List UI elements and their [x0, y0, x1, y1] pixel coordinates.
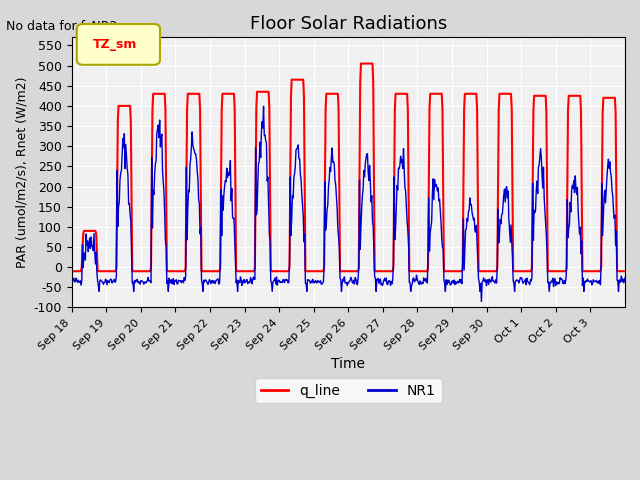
- q_line: [132, 268, 140, 274]
- X-axis label: Time: Time: [332, 357, 365, 371]
- NR1: [234, 278, 242, 284]
- q_line: [357, 60, 365, 66]
- NR1: [68, 277, 76, 283]
- q_line: [283, 268, 291, 274]
- NR1: [262, 140, 270, 145]
- Text: No data for f_NR2: No data for f_NR2: [6, 19, 118, 32]
- NR1: [284, 277, 291, 283]
- Legend: q_line, NR1: q_line, NR1: [255, 378, 442, 403]
- q_line: [262, 89, 269, 95]
- NR1: [477, 299, 485, 304]
- NR1: [260, 104, 268, 109]
- NR1: [406, 279, 414, 285]
- q_line: [437, 91, 445, 96]
- Y-axis label: PAR (umol/m2/s), Rnet (W/m2): PAR (umol/m2/s), Rnet (W/m2): [15, 77, 28, 268]
- NR1: [132, 278, 140, 284]
- NR1: [621, 275, 629, 281]
- q_line: [621, 268, 629, 274]
- q_line: [68, 268, 76, 274]
- Title: Floor Solar Radiations: Floor Solar Radiations: [250, 15, 447, 33]
- q_line: [406, 268, 414, 274]
- q_line: [234, 268, 242, 274]
- Line: q_line: q_line: [72, 63, 625, 271]
- Text: TZ_sm: TZ_sm: [93, 37, 137, 51]
- NR1: [437, 219, 445, 225]
- Line: NR1: NR1: [72, 107, 625, 301]
